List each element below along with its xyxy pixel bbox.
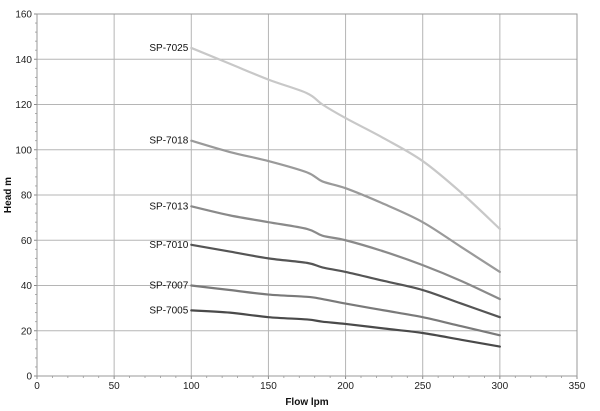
series-line-sp-7005 — [190, 309, 501, 348]
x-tick-label: 150 — [260, 381, 277, 392]
plot-frame — [36, 13, 578, 377]
series-label: SP-7013 — [149, 201, 188, 212]
series-lines — [190, 46, 501, 348]
x-tick-label: 50 — [109, 381, 121, 392]
series-line-sp-7025 — [190, 46, 501, 231]
y-tick-label: 140 — [15, 55, 32, 66]
series-line-sp-7010 — [190, 243, 501, 319]
y-tick-label: 160 — [15, 10, 32, 21]
series-label: SP-7005 — [149, 305, 188, 316]
series-line-sp-7013 — [190, 205, 501, 301]
x-tick-label: 200 — [337, 381, 354, 392]
x-tick-label: 100 — [183, 381, 200, 392]
x-axis-title: Flow lpm — [285, 397, 328, 408]
y-tick-label: 0 — [26, 372, 32, 383]
series-line-sp-7018 — [190, 139, 501, 274]
y-tick-label: 100 — [15, 145, 32, 156]
x-tick-label: 300 — [492, 381, 509, 392]
y-tick-label: 120 — [15, 100, 32, 111]
y-tick-label: 20 — [21, 326, 33, 337]
axes: 0 20 40 60 80 100 120 140 160 0 50 100 150 200 250 300 3… — [15, 10, 585, 393]
y-tick-label: 60 — [21, 236, 33, 247]
y-tick-label: 80 — [21, 191, 33, 202]
series-line-sp-7007 — [190, 284, 501, 337]
grid-lines — [36, 13, 578, 377]
series-label: SP-7010 — [149, 240, 188, 251]
series-label: SP-7025 — [149, 43, 188, 54]
series-label: SP-7018 — [149, 136, 188, 147]
x-tick-label: 0 — [34, 381, 40, 392]
series-label: SP-7007 — [149, 281, 188, 292]
x-tick-label: 250 — [414, 381, 431, 392]
series-labels: SP-7025 SP-7018 SP-7013 SP-7010 SP-7007 SP-70… — [149, 43, 188, 316]
x-tick-label: 350 — [569, 381, 586, 392]
y-axis-title: Head m — [3, 177, 14, 213]
y-tick-label: 40 — [21, 281, 33, 292]
